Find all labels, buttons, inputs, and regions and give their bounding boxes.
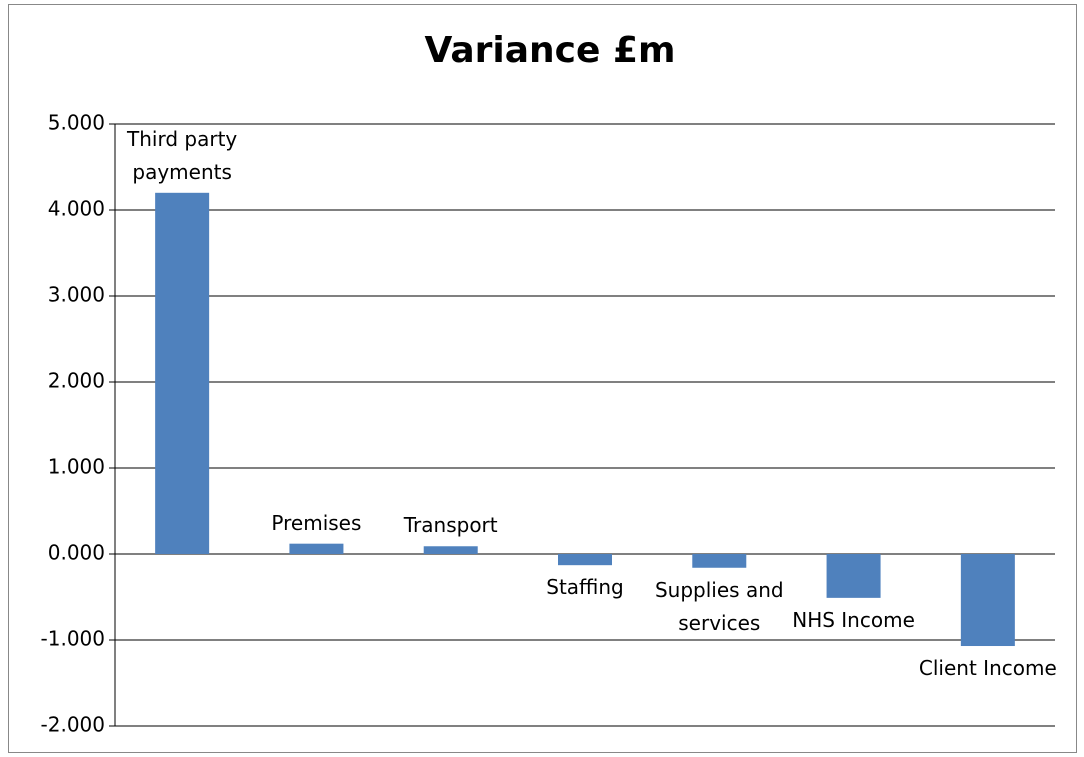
category-label: Staffing	[546, 575, 624, 600]
bar	[289, 543, 344, 554]
y-tick-label: 3.000	[48, 283, 105, 307]
category-label: NHS Income	[792, 607, 915, 632]
y-tick-label: 5.000	[48, 111, 105, 135]
y-tick-label: -2.000	[41, 713, 105, 737]
bar	[960, 554, 1015, 647]
y-tick-label: 1.000	[48, 455, 105, 479]
y-tick-label: 0.000	[48, 541, 105, 565]
category-label: Premises	[271, 510, 362, 535]
y-tick-label: 4.000	[48, 197, 105, 221]
bar	[155, 192, 210, 555]
y-tick-label: -1.000	[41, 627, 105, 651]
chart-title: Variance £m	[424, 30, 675, 71]
category-label: Transport	[403, 513, 498, 538]
category-label: Supplies and services	[654, 577, 784, 635]
bar	[423, 546, 478, 554]
bar	[558, 554, 612, 566]
bar	[692, 554, 747, 568]
category-label: Third party payments	[127, 126, 238, 184]
y-tick-label: 2.000	[48, 369, 105, 393]
bar	[826, 554, 881, 598]
category-label: Client Income	[918, 656, 1057, 681]
